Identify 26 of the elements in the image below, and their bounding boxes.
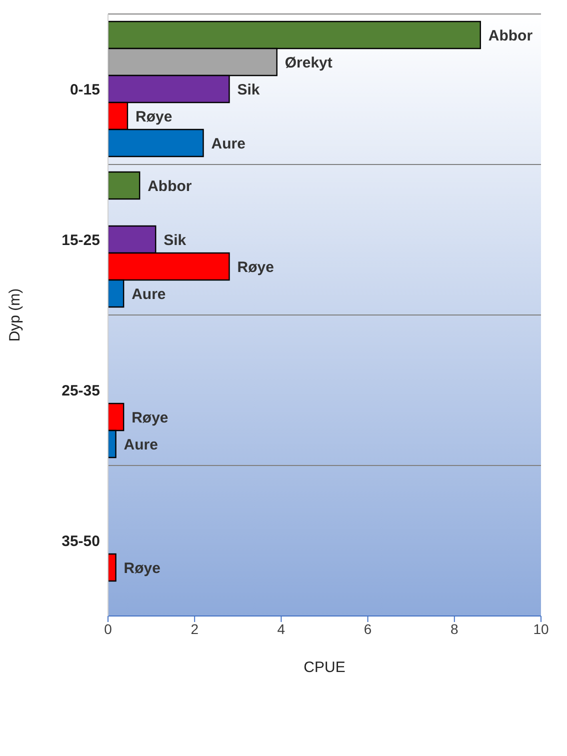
series-label: Aure: [211, 135, 246, 152]
y-axis-title: Dyp (m): [6, 288, 24, 342]
text: Sik: [164, 232, 186, 249]
series-label: Sik: [237, 81, 260, 98]
series-label: Ørekyt: [284, 54, 332, 72]
y-tick-label: 15-25: [62, 232, 100, 250]
text: Røye: [132, 409, 168, 426]
text: Aure: [124, 436, 158, 454]
y-tick-label: 35-50: [62, 533, 100, 550]
y-tick-label: 0-15: [70, 82, 100, 99]
series-label: Røye: [237, 258, 274, 276]
x-tick-label: 6: [364, 620, 372, 637]
x-tick-label: 10: [533, 620, 549, 637]
x-tick-label: 8: [450, 620, 458, 637]
x-axis-title: CPUE: [304, 659, 346, 676]
series-label: Abbor: [488, 27, 533, 44]
x-tick-label: 2: [190, 620, 199, 637]
x-tick-label: 4: [277, 620, 286, 637]
text: Aure: [132, 286, 166, 303]
bar: [108, 553, 116, 582]
x-tick-label: 0: [104, 620, 112, 637]
bar: [108, 171, 140, 200]
text: Abbor: [148, 178, 192, 195]
text: Røye: [124, 560, 160, 577]
y-tick-label: 25-35: [62, 382, 100, 400]
text: Røye: [135, 108, 172, 126]
